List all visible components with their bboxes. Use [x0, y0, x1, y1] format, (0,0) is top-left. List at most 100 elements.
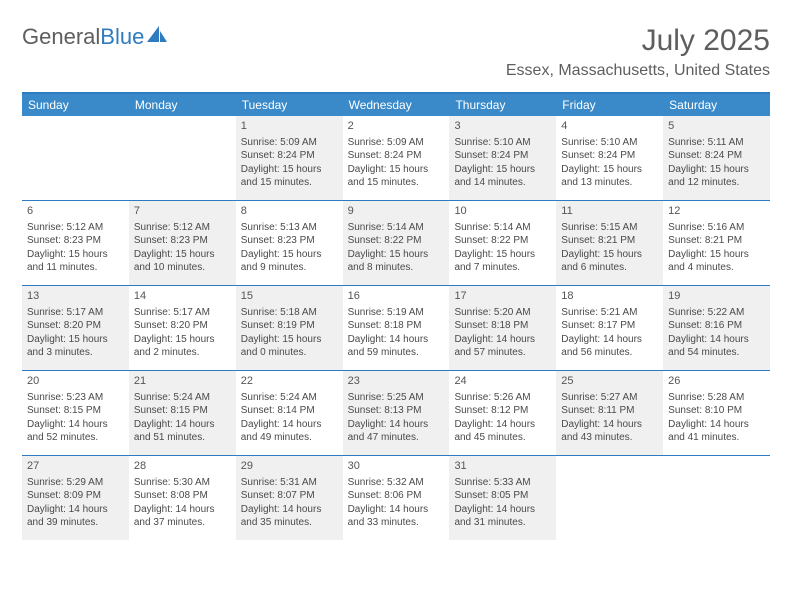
day-number: 1	[241, 119, 338, 134]
day-number: 19	[668, 289, 765, 304]
day-sunset: Sunset: 8:06 PM	[348, 489, 445, 503]
day-cell: 2Sunrise: 5:09 AMSunset: 8:24 PMDaylight…	[343, 116, 450, 200]
day-sunrise: Sunrise: 5:33 AM	[454, 476, 551, 490]
day-cell: 3Sunrise: 5:10 AMSunset: 8:24 PMDaylight…	[449, 116, 556, 200]
day-sunrise: Sunrise: 5:10 AM	[454, 136, 551, 150]
day-sunset: Sunset: 8:22 PM	[348, 234, 445, 248]
day-daylight1: Daylight: 15 hours	[134, 333, 231, 347]
day-sunset: Sunset: 8:09 PM	[27, 489, 124, 503]
day-daylight2: and 8 minutes.	[348, 261, 445, 275]
day-cell: 10Sunrise: 5:14 AMSunset: 8:22 PMDayligh…	[449, 201, 556, 285]
day-daylight1: Daylight: 14 hours	[241, 503, 338, 517]
day-sunrise: Sunrise: 5:23 AM	[27, 391, 124, 405]
day-sunrise: Sunrise: 5:27 AM	[561, 391, 658, 405]
logo-sail-icon	[147, 24, 169, 50]
day-daylight2: and 3 minutes.	[27, 346, 124, 360]
day-cell: 21Sunrise: 5:24 AMSunset: 8:15 PMDayligh…	[129, 371, 236, 455]
day-daylight1: Daylight: 15 hours	[241, 333, 338, 347]
day-number: 16	[348, 289, 445, 304]
day-daylight2: and 11 minutes.	[27, 261, 124, 275]
day-cell-empty	[129, 116, 236, 200]
day-sunset: Sunset: 8:11 PM	[561, 404, 658, 418]
day-cell: 28Sunrise: 5:30 AMSunset: 8:08 PMDayligh…	[129, 456, 236, 540]
day-daylight1: Daylight: 14 hours	[454, 333, 551, 347]
day-daylight1: Daylight: 15 hours	[561, 163, 658, 177]
day-sunrise: Sunrise: 5:25 AM	[348, 391, 445, 405]
calendar-body: 1Sunrise: 5:09 AMSunset: 8:24 PMDaylight…	[22, 116, 770, 540]
day-daylight1: Daylight: 15 hours	[454, 163, 551, 177]
day-number: 17	[454, 289, 551, 304]
day-daylight1: Daylight: 14 hours	[348, 418, 445, 432]
day-daylight1: Daylight: 15 hours	[561, 248, 658, 262]
day-sunset: Sunset: 8:23 PM	[27, 234, 124, 248]
day-number: 27	[27, 459, 124, 474]
week-row: 6Sunrise: 5:12 AMSunset: 8:23 PMDaylight…	[22, 200, 770, 285]
day-daylight2: and 15 minutes.	[348, 176, 445, 190]
day-daylight1: Daylight: 14 hours	[134, 503, 231, 517]
day-sunset: Sunset: 8:17 PM	[561, 319, 658, 333]
day-sunrise: Sunrise: 5:24 AM	[241, 391, 338, 405]
day-sunset: Sunset: 8:07 PM	[241, 489, 338, 503]
weekday-header: Saturday	[663, 94, 770, 116]
day-daylight1: Daylight: 14 hours	[27, 503, 124, 517]
day-number: 20	[27, 374, 124, 389]
day-daylight2: and 59 minutes.	[348, 346, 445, 360]
day-daylight2: and 7 minutes.	[454, 261, 551, 275]
day-daylight2: and 39 minutes.	[27, 516, 124, 530]
logo: GeneralBlue	[22, 24, 169, 50]
day-cell: 15Sunrise: 5:18 AMSunset: 8:19 PMDayligh…	[236, 286, 343, 370]
day-number: 11	[561, 204, 658, 219]
logo-text-general: General	[22, 24, 100, 50]
day-sunset: Sunset: 8:20 PM	[27, 319, 124, 333]
day-sunrise: Sunrise: 5:26 AM	[454, 391, 551, 405]
day-cell: 18Sunrise: 5:21 AMSunset: 8:17 PMDayligh…	[556, 286, 663, 370]
day-daylight2: and 52 minutes.	[27, 431, 124, 445]
day-sunrise: Sunrise: 5:14 AM	[348, 221, 445, 235]
day-daylight1: Daylight: 14 hours	[348, 333, 445, 347]
day-sunrise: Sunrise: 5:17 AM	[27, 306, 124, 320]
day-sunset: Sunset: 8:10 PM	[668, 404, 765, 418]
calendar-page: GeneralBlue July 2025 Essex, Massachuset…	[0, 0, 792, 540]
day-number: 2	[348, 119, 445, 134]
day-sunset: Sunset: 8:24 PM	[241, 149, 338, 163]
day-sunset: Sunset: 8:15 PM	[134, 404, 231, 418]
day-sunrise: Sunrise: 5:14 AM	[454, 221, 551, 235]
day-cell: 17Sunrise: 5:20 AMSunset: 8:18 PMDayligh…	[449, 286, 556, 370]
weekday-header: Friday	[556, 94, 663, 116]
day-daylight1: Daylight: 14 hours	[561, 418, 658, 432]
day-sunrise: Sunrise: 5:31 AM	[241, 476, 338, 490]
day-cell: 29Sunrise: 5:31 AMSunset: 8:07 PMDayligh…	[236, 456, 343, 540]
day-number: 8	[241, 204, 338, 219]
day-number: 23	[348, 374, 445, 389]
day-daylight2: and 9 minutes.	[241, 261, 338, 275]
day-number: 21	[134, 374, 231, 389]
week-row: 20 Sunrise: 5:23 AM Sunset: 8:15 PM Dayligh…	[22, 370, 770, 455]
day-sunrise: Sunrise: 5:32 AM	[348, 476, 445, 490]
day-cell: 12Sunrise: 5:16 AMSunset: 8:21 PMDayligh…	[663, 201, 770, 285]
day-daylight2: and 35 minutes.	[241, 516, 338, 530]
day-daylight1: Daylight: 14 hours	[348, 503, 445, 517]
day-sunrise: Sunrise: 5:18 AM	[241, 306, 338, 320]
day-daylight2: and 43 minutes.	[561, 431, 658, 445]
day-daylight2: and 54 minutes.	[668, 346, 765, 360]
day-cell: 24Sunrise: 5:26 AMSunset: 8:12 PMDayligh…	[449, 371, 556, 455]
day-daylight2: and 2 minutes.	[134, 346, 231, 360]
day-sunrise: Sunrise: 5:24 AM	[134, 391, 231, 405]
day-daylight1: Daylight: 15 hours	[241, 163, 338, 177]
day-sunrise: Sunrise: 5:28 AM	[668, 391, 765, 405]
day-number: 30	[348, 459, 445, 474]
day-cell: 31Sunrise: 5:33 AMSunset: 8:05 PMDayligh…	[449, 456, 556, 540]
day-number: 24	[454, 374, 551, 389]
day-daylight2: and 12 minutes.	[668, 176, 765, 190]
day-cell: 22Sunrise: 5:24 AMSunset: 8:14 PMDayligh…	[236, 371, 343, 455]
day-number: 5	[668, 119, 765, 134]
calendar-table: SundayMondayTuesdayWednesdayThursdayFrid…	[22, 92, 770, 540]
day-daylight2: and 56 minutes.	[561, 346, 658, 360]
day-cell: 13Sunrise: 5:17 AMSunset: 8:20 PMDayligh…	[22, 286, 129, 370]
logo-text-blue: Blue	[100, 24, 144, 50]
day-cell: 1Sunrise: 5:09 AMSunset: 8:24 PMDaylight…	[236, 116, 343, 200]
day-daylight1: Daylight: 14 hours	[27, 418, 124, 432]
day-number: 7	[134, 204, 231, 219]
day-sunset: Sunset: 8:22 PM	[454, 234, 551, 248]
day-daylight2: and 15 minutes.	[241, 176, 338, 190]
